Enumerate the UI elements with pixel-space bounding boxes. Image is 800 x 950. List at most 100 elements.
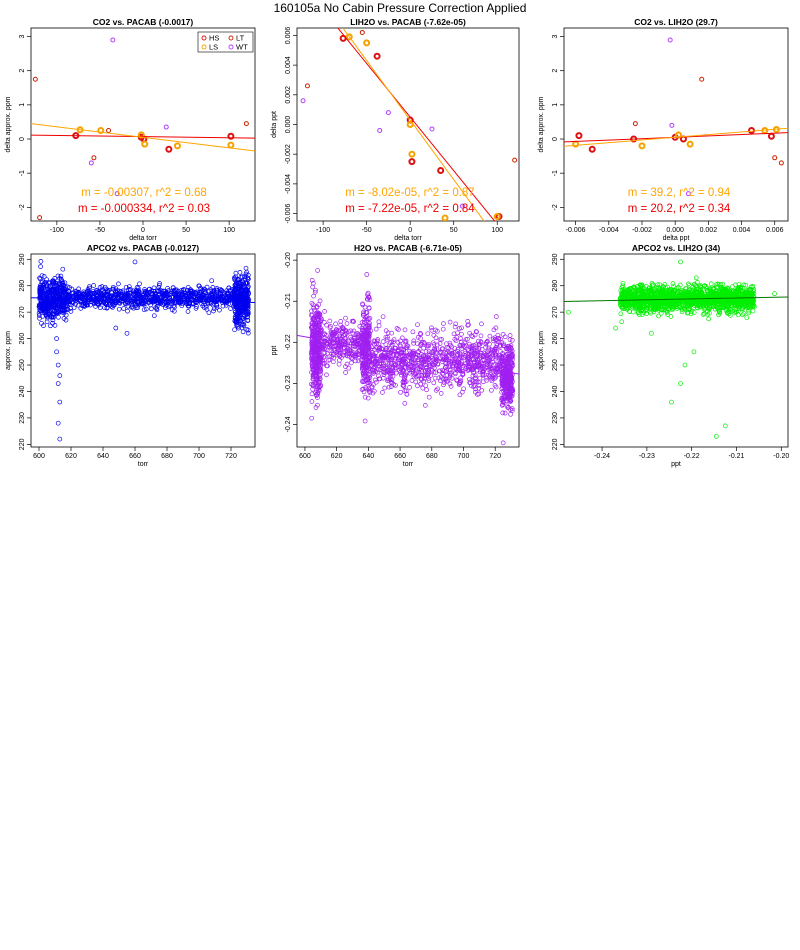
y-axis-label: approx. ppm [538, 331, 545, 370]
data-point [466, 322, 471, 328]
data-point [39, 273, 45, 279]
data-point [318, 354, 324, 360]
y-tick-label: 3 [552, 34, 559, 38]
y-tick-label: 0.006 [285, 27, 292, 45]
data-point [365, 294, 371, 300]
data-point [52, 323, 58, 328]
data-point [310, 330, 316, 336]
data-point [471, 367, 477, 372]
data-point [718, 282, 724, 287]
data-point [382, 370, 388, 376]
data-point [479, 347, 485, 352]
data-point [60, 283, 66, 288]
data-point [54, 336, 59, 341]
data-point [424, 343, 430, 349]
data-point [348, 351, 354, 357]
data-point [505, 405, 511, 410]
data-point [361, 309, 366, 315]
fit-annotation: m = -0.00307, r^2 = 0.68 [81, 187, 207, 199]
data-point [131, 301, 137, 306]
data-point [366, 305, 372, 311]
x-tick-label: 100 [491, 227, 503, 234]
data-point [315, 366, 321, 372]
data-point [359, 378, 365, 384]
data-point [124, 291, 130, 296]
data-point [489, 378, 495, 384]
data-point [61, 310, 67, 316]
data-point [329, 348, 335, 353]
data-point [475, 352, 481, 358]
data-point [319, 316, 324, 322]
data-point [440, 346, 446, 351]
data-point [219, 298, 225, 304]
x-tick-label: -50 [362, 227, 372, 234]
data-point [365, 323, 371, 328]
data-point [315, 268, 320, 273]
data-point [500, 343, 506, 348]
data-point [331, 355, 337, 361]
data-point [430, 340, 436, 346]
data-point [402, 374, 408, 380]
x-tick-label: -0.20 [773, 453, 789, 460]
data-point [314, 367, 320, 373]
x-axis-label: ppt [671, 461, 681, 468]
y-tick-label: -2 [19, 204, 26, 210]
data-point [331, 336, 337, 342]
data-point [437, 337, 443, 343]
y-tick-label: 270 [19, 306, 26, 318]
data-point [417, 331, 423, 336]
x-tick-label: 680 [161, 453, 173, 460]
data-point [424, 387, 429, 393]
x-tick-label: 700 [458, 453, 470, 460]
data-point [45, 289, 51, 295]
data-point [93, 304, 98, 309]
data-point [484, 352, 489, 358]
data-point [398, 343, 404, 349]
data-point [480, 379, 486, 385]
data-point [335, 343, 341, 349]
data-point [168, 291, 174, 296]
data-point [504, 345, 510, 351]
data-point [360, 302, 366, 308]
data-point [54, 289, 60, 295]
data-point [318, 384, 323, 389]
data-point [114, 292, 119, 298]
data-point [509, 361, 515, 366]
data-point [151, 313, 157, 319]
y-tick-label: 250 [19, 359, 26, 371]
x-tick-label: -0.004 [599, 227, 619, 234]
data-point [740, 312, 745, 318]
y-tick-label: 0 [552, 137, 559, 141]
data-point [356, 335, 361, 340]
data-point [455, 347, 461, 352]
data-point [431, 333, 437, 338]
data-point [393, 362, 399, 367]
data-point [493, 325, 499, 331]
data-point [163, 305, 168, 311]
data-point [312, 358, 317, 364]
data-point [383, 328, 389, 334]
data-point [318, 328, 324, 333]
data-point [491, 348, 497, 354]
data-point [143, 301, 148, 306]
data-point [36, 313, 42, 318]
legend-marker-ls [201, 44, 207, 50]
data-point [310, 302, 316, 308]
y-tick-label: -0.22 [285, 334, 292, 350]
data-point [422, 340, 427, 346]
data-point-lt [778, 160, 784, 166]
data-point [95, 301, 101, 307]
data-point [438, 355, 444, 361]
data-point [402, 355, 408, 360]
data-point [508, 346, 514, 351]
data-point-lt [772, 155, 778, 161]
y-tick-label: -0.24 [285, 416, 292, 432]
data-point [394, 326, 400, 331]
data-point [420, 385, 426, 391]
data-point [310, 324, 315, 330]
data-point-wt [667, 37, 673, 43]
data-point [209, 278, 215, 284]
data-point [330, 359, 336, 365]
data-point [478, 351, 484, 356]
data-point [316, 385, 322, 390]
